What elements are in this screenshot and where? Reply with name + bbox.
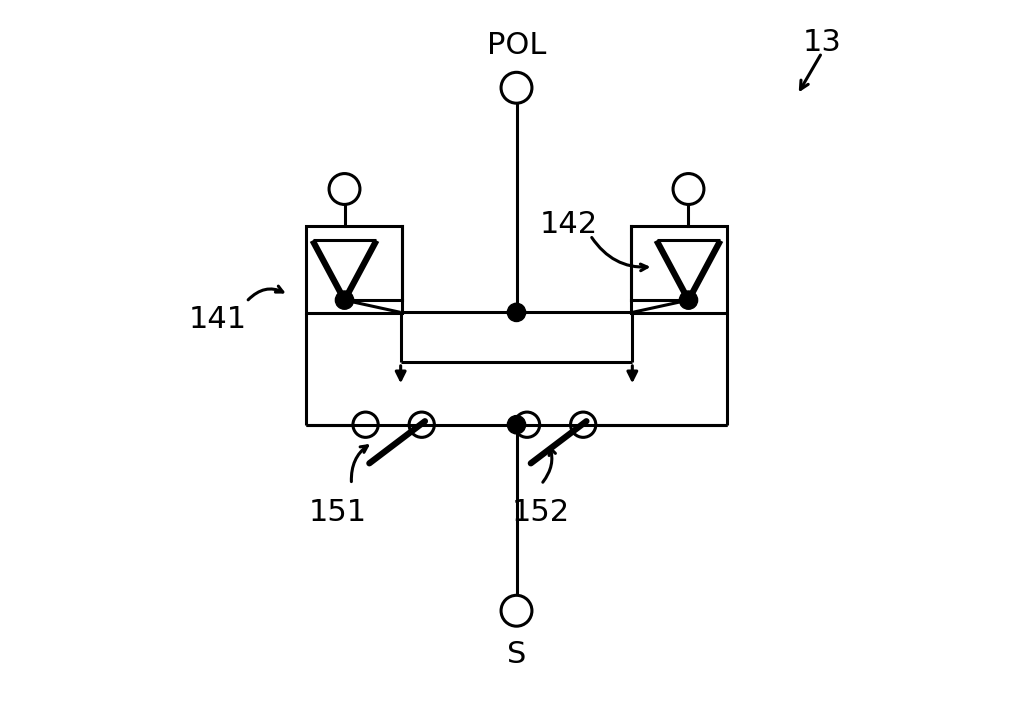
Text: 141: 141	[189, 305, 247, 334]
Text: 13: 13	[803, 27, 841, 57]
Text: 142: 142	[540, 210, 598, 239]
Text: 151: 151	[309, 498, 367, 527]
Circle shape	[507, 303, 526, 322]
Text: 152: 152	[512, 498, 570, 527]
Circle shape	[336, 291, 353, 309]
Bar	[306, 225, 402, 313]
Bar	[631, 225, 727, 313]
Circle shape	[507, 416, 526, 434]
Text: S: S	[507, 640, 526, 669]
Text: POL: POL	[487, 31, 546, 60]
Circle shape	[680, 291, 697, 309]
